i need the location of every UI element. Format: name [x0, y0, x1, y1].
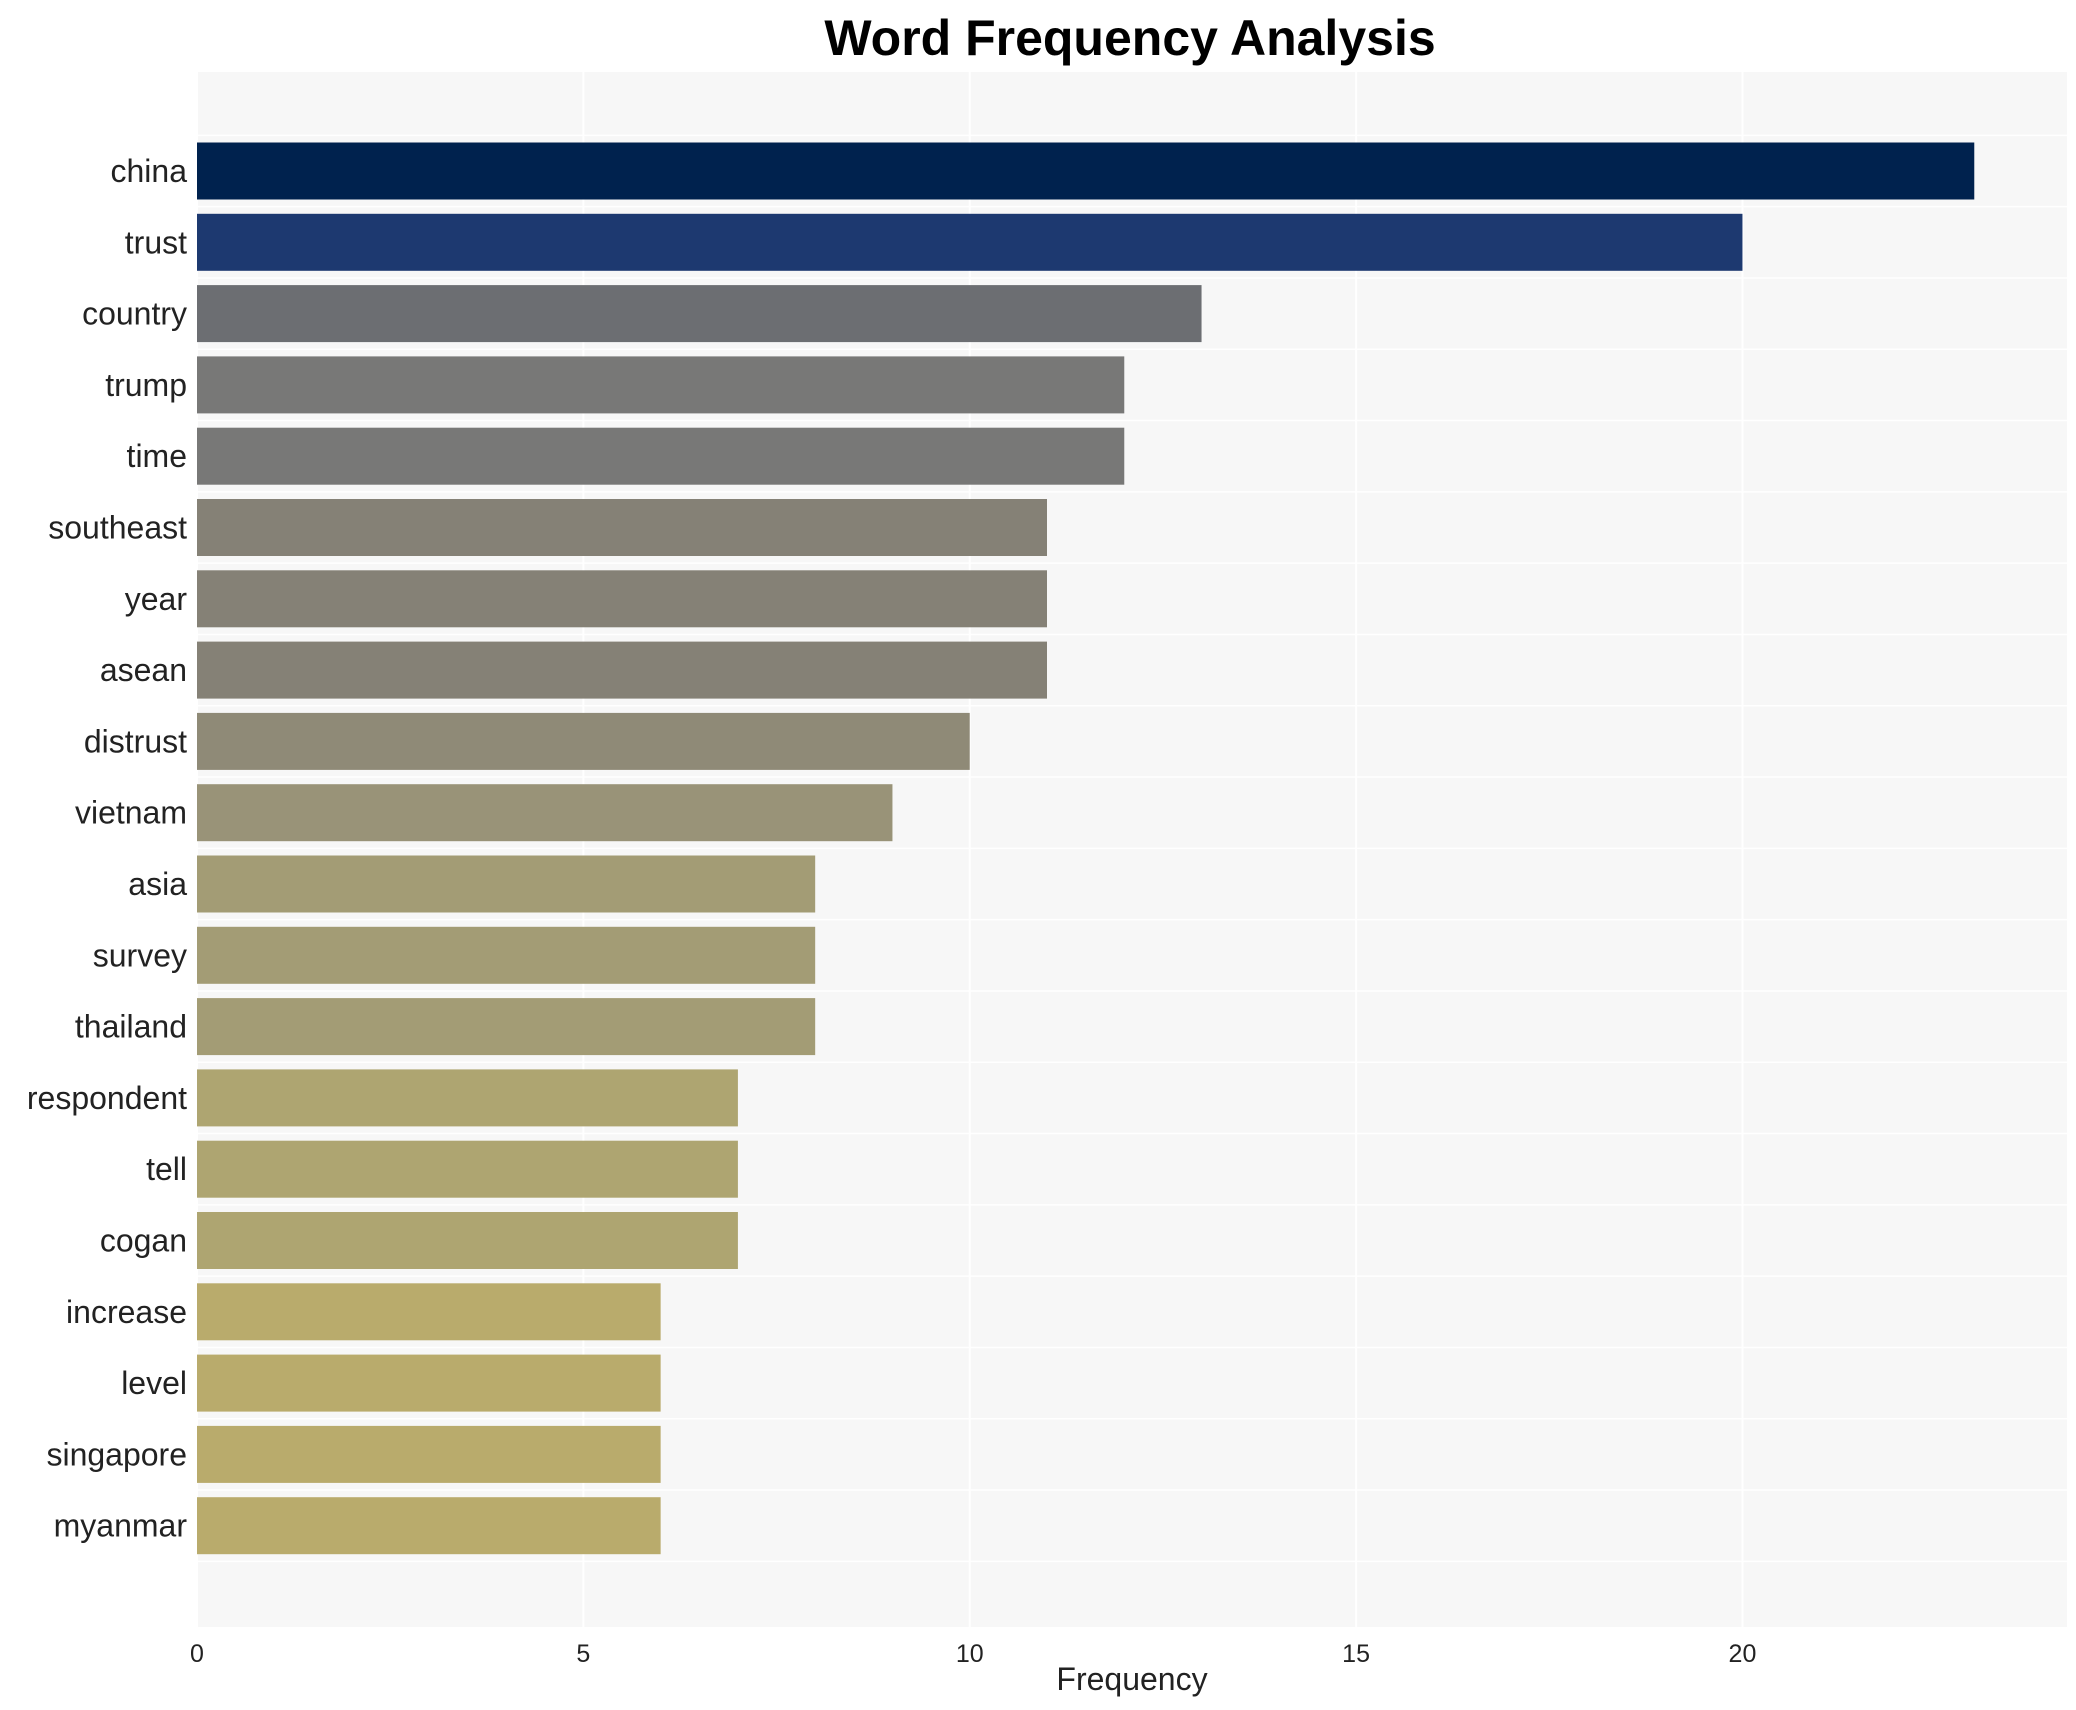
bar-respondent [197, 1069, 738, 1127]
bar-thailand [197, 998, 816, 1056]
category-label: thailand [75, 1009, 187, 1045]
x-tick-labels: 0 5 10 15 20 [190, 1640, 1756, 1668]
bar-time [197, 427, 1125, 485]
bar-level [197, 1354, 661, 1412]
category-label: cogan [100, 1223, 187, 1259]
bar-country [197, 285, 1202, 343]
bar-asia [197, 855, 816, 913]
category-label: tell [146, 1151, 187, 1187]
category-labels: china trust country trump time southeast year a… [27, 153, 187, 1544]
category-label: respondent [27, 1080, 187, 1116]
bar-survey [197, 926, 816, 984]
bar-china [197, 142, 1975, 200]
x-tick-label: 10 [956, 1640, 984, 1668]
category-label: trust [125, 224, 187, 260]
category-label: asia [128, 866, 187, 902]
bars [197, 142, 1975, 1555]
x-tick-label: 15 [1342, 1640, 1370, 1668]
category-label: myanmar [54, 1508, 188, 1544]
bar-myanmar [197, 1497, 661, 1555]
bar-year [197, 570, 1047, 628]
category-label: singapore [46, 1436, 187, 1472]
chart-title: Word Frequency Analysis [824, 10, 1435, 66]
x-tick-label: 5 [576, 1640, 590, 1668]
x-tick-label: 20 [1729, 1640, 1757, 1668]
x-axis-label: Frequency [1056, 1661, 1207, 1697]
x-tick-label: 0 [190, 1640, 204, 1668]
category-label: asean [100, 652, 187, 688]
category-label: vietnam [75, 795, 187, 831]
bar-distrust [197, 712, 970, 770]
category-label: increase [66, 1294, 187, 1330]
bar-trump [197, 356, 1125, 414]
bar-asean [197, 641, 1047, 699]
category-label: survey [93, 937, 187, 973]
bar-southeast [197, 499, 1047, 556]
category-label: distrust [84, 723, 187, 759]
category-label: country [82, 296, 187, 332]
bar-increase [197, 1283, 661, 1341]
bar-singapore [197, 1425, 661, 1483]
category-label: time [127, 438, 187, 474]
category-label: level [121, 1365, 187, 1401]
category-label: trump [105, 367, 187, 403]
bar-tell [197, 1140, 738, 1198]
category-label: year [125, 581, 188, 617]
bar-vietnam [197, 784, 893, 842]
category-label: southeast [48, 510, 187, 546]
bar-trust [197, 213, 1743, 271]
category-label: china [111, 153, 188, 189]
bar-cogan [197, 1212, 738, 1269]
